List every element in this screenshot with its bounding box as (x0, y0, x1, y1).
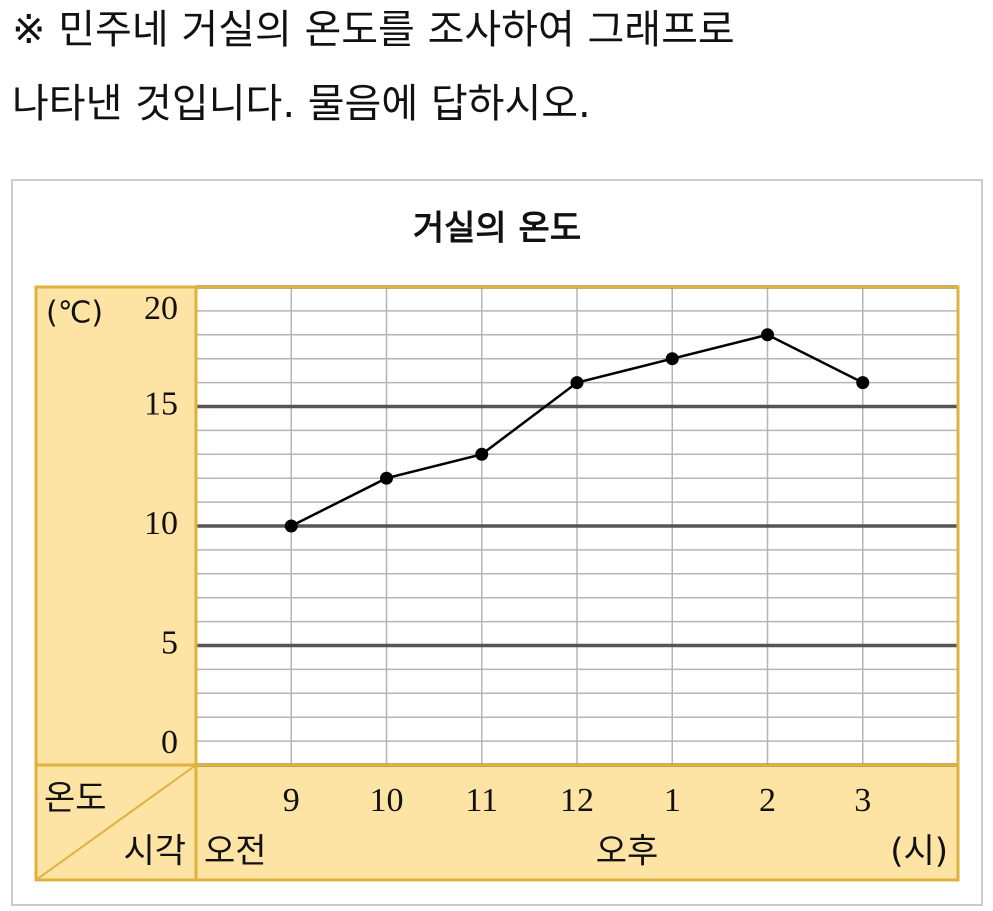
y-tick-label: 20 (144, 290, 178, 327)
outer-border (34, 285, 960, 882)
diagonal (35, 764, 197, 881)
am-label: 오전 (204, 832, 267, 872)
data-point (380, 471, 393, 485)
y-tick-label: 15 (144, 385, 178, 422)
data-point (665, 352, 679, 366)
frame-lines (34, 285, 960, 882)
x-tick-label: 1 (664, 782, 681, 819)
row-header: 온도 (44, 779, 107, 819)
x-tick-label: 12 (560, 782, 594, 819)
marks (284, 328, 870, 533)
x-tick-label: 9 (283, 782, 300, 819)
x-unit: (시) (890, 832, 948, 872)
data-point (284, 519, 298, 533)
y-tick-label: 0 (161, 724, 178, 761)
bottom-row (196, 765, 958, 880)
pm-label: 오후 (596, 832, 659, 872)
y-tick-label: 10 (144, 505, 178, 542)
data-point (856, 376, 870, 390)
instruction-line: ※ 민주네 거실의 온도를 조사하여 그래프로 (12, 7, 735, 53)
grid (196, 285, 958, 767)
y-tick-label: 5 (161, 624, 178, 661)
data-point (761, 328, 774, 342)
x-tick-label: 10 (370, 782, 404, 819)
x-tick-label: 2 (759, 782, 776, 819)
chart-title: 거실의 온도 (413, 209, 581, 249)
left-column (36, 287, 196, 880)
y-unit: (℃) (46, 296, 103, 331)
x-tick-label: 11 (465, 782, 498, 819)
data-point (570, 376, 584, 390)
row-header: 시각 (123, 832, 186, 872)
instruction-line: 나타낸 것입니다. 물음에 답하시오. (12, 81, 591, 127)
data-point (475, 447, 489, 461)
x-tick-label: 3 (854, 782, 871, 819)
